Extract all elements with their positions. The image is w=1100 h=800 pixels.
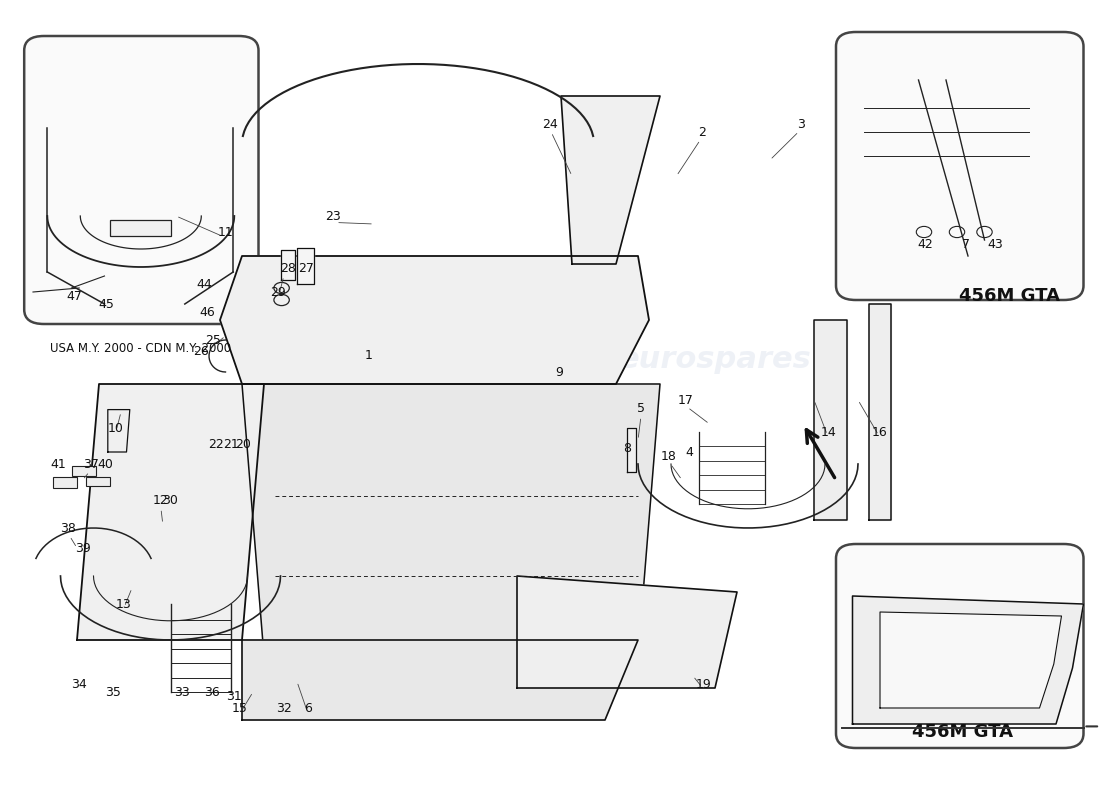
Text: 30: 30 xyxy=(163,494,178,506)
Text: 40: 40 xyxy=(98,458,113,470)
Text: 15: 15 xyxy=(232,702,248,714)
Text: 16: 16 xyxy=(872,426,888,438)
Bar xyxy=(86,477,110,486)
Bar xyxy=(72,466,96,476)
Text: 13: 13 xyxy=(116,598,131,610)
Text: 2: 2 xyxy=(697,126,706,138)
FancyBboxPatch shape xyxy=(836,544,1084,748)
Text: 22: 22 xyxy=(208,438,223,450)
Text: 9: 9 xyxy=(554,366,563,378)
Text: 4: 4 xyxy=(685,446,694,458)
Polygon shape xyxy=(280,250,295,280)
Text: 5: 5 xyxy=(637,402,646,414)
Text: 11: 11 xyxy=(218,226,233,238)
Text: 6: 6 xyxy=(304,702,312,714)
Text: 28: 28 xyxy=(280,262,296,274)
Text: 47: 47 xyxy=(67,290,82,302)
Polygon shape xyxy=(880,612,1062,708)
Text: 25: 25 xyxy=(206,334,221,346)
Text: 31: 31 xyxy=(227,690,242,702)
Text: 7: 7 xyxy=(961,238,970,250)
Text: 45: 45 xyxy=(99,298,114,310)
Text: 456M GTA: 456M GTA xyxy=(912,723,1013,741)
Text: 33: 33 xyxy=(174,686,189,698)
Bar xyxy=(53,477,77,488)
Text: 24: 24 xyxy=(542,118,558,130)
Text: 35: 35 xyxy=(106,686,121,698)
Text: 8: 8 xyxy=(623,442,631,454)
Polygon shape xyxy=(108,410,130,452)
Text: 19: 19 xyxy=(696,678,712,690)
Polygon shape xyxy=(77,384,264,640)
Text: 10: 10 xyxy=(108,422,123,434)
Polygon shape xyxy=(627,428,636,472)
FancyBboxPatch shape xyxy=(836,32,1084,300)
Text: 37: 37 xyxy=(84,458,99,470)
Polygon shape xyxy=(852,596,1084,724)
Text: 18: 18 xyxy=(661,450,676,462)
Text: eurospares: eurospares xyxy=(233,346,427,374)
Text: 456M GTA: 456M GTA xyxy=(959,287,1060,305)
Polygon shape xyxy=(869,304,891,520)
Text: 43: 43 xyxy=(988,238,1003,250)
Text: 38: 38 xyxy=(60,522,76,534)
Text: 42: 42 xyxy=(917,238,933,250)
Text: USA M.Y. 2000 - CDN M.Y. 2000: USA M.Y. 2000 - CDN M.Y. 2000 xyxy=(51,342,231,354)
Text: 27: 27 xyxy=(298,262,314,274)
Text: 46: 46 xyxy=(199,306,214,318)
Text: 3: 3 xyxy=(796,118,805,130)
Polygon shape xyxy=(814,320,847,520)
Text: 44: 44 xyxy=(197,278,212,290)
Text: 20: 20 xyxy=(235,438,251,450)
Text: 17: 17 xyxy=(678,394,693,406)
Polygon shape xyxy=(517,576,737,688)
FancyBboxPatch shape xyxy=(24,36,258,324)
Bar xyxy=(110,220,170,236)
Polygon shape xyxy=(242,384,660,656)
Text: 34: 34 xyxy=(72,678,87,690)
Polygon shape xyxy=(242,640,638,720)
Polygon shape xyxy=(561,96,660,264)
Text: 32: 32 xyxy=(276,702,292,714)
Text: 29: 29 xyxy=(271,286,286,298)
Text: 1: 1 xyxy=(364,350,373,362)
Polygon shape xyxy=(297,248,313,284)
Text: 26: 26 xyxy=(194,346,209,358)
Text: 21: 21 xyxy=(223,438,239,450)
Polygon shape xyxy=(220,256,649,384)
Text: 23: 23 xyxy=(326,210,341,222)
Text: eurospares: eurospares xyxy=(618,346,812,374)
Text: 12: 12 xyxy=(153,494,168,506)
Text: 39: 39 xyxy=(75,542,90,554)
Text: 36: 36 xyxy=(205,686,220,698)
Text: 41: 41 xyxy=(51,458,66,470)
Text: 14: 14 xyxy=(821,426,836,438)
